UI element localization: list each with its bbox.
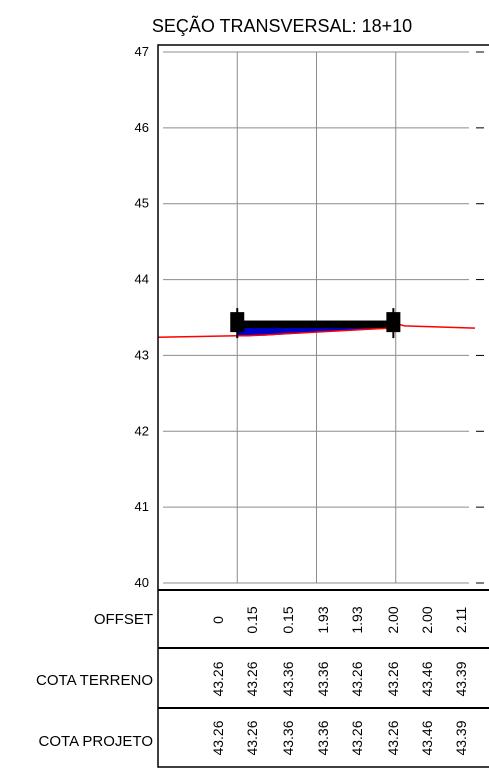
row-label-offset: OFFSET: [94, 611, 153, 628]
cota-terreno-cell: 43.36: [280, 661, 296, 696]
cota-projeto-cell: 43.39: [453, 720, 469, 755]
y-tick-label: 47: [135, 44, 149, 59]
offset-cell: 1.93: [315, 606, 331, 633]
y-tick-label: 40: [135, 575, 149, 590]
section-marks: [157, 308, 476, 339]
cota-terreno-row: 43.26 43.26 43.36 43.36 43.26 43.26 43.4…: [210, 661, 469, 696]
y-tick-label: 46: [135, 120, 149, 135]
offset-cell: 2.11: [453, 607, 469, 633]
cota-projeto-cell: 43.36: [315, 720, 331, 755]
offset-cell: 0.15: [280, 606, 296, 633]
data-table: OFFSET COTA TERRENO COTA PROJETO 0 0.15 …: [36, 589, 489, 756]
cota-projeto-cell: 43.46: [419, 720, 435, 755]
offset-cell: 1.93: [349, 606, 365, 633]
row-label-cota-projeto: COTA PROJETO: [39, 733, 153, 750]
y-tick-label: 45: [135, 196, 149, 211]
offset-cell: 2.00: [385, 606, 401, 633]
y-tick-label: 42: [135, 423, 149, 438]
y-tick-label: 44: [135, 272, 149, 287]
cota-terreno-cell: 43.36: [315, 661, 331, 696]
cota-projeto-cell: 43.26: [244, 720, 260, 755]
grid-lines: [163, 51, 484, 584]
cota-projeto-cell: 43.26: [210, 720, 226, 755]
section-title: SEÇÃO TRANSVERSAL: 18+10: [152, 15, 412, 36]
cota-projeto-cell: 43.26: [385, 720, 401, 755]
y-tick-label: 41: [135, 499, 149, 514]
offset-row: 0 0.15 0.15 1.93 1.93 2.00 2.00 2.11: [210, 606, 469, 633]
cota-terreno-cell: 43.26: [210, 661, 226, 696]
cota-terreno-cell: 43.26: [385, 661, 401, 696]
plot-frame: [157, 44, 489, 768]
offset-cell: 0.15: [244, 606, 260, 633]
cota-terreno-cell: 43.26: [349, 661, 365, 696]
offset-cell: 0: [210, 616, 226, 624]
cota-projeto-cell: 43.26: [349, 720, 365, 755]
cota-terreno-cell: 43.26: [244, 661, 260, 696]
pavement-band: [237, 320, 394, 329]
row-label-cota-terreno: COTA TERRENO: [36, 672, 153, 689]
cota-projeto-cell: 43.36: [280, 720, 296, 755]
y-axis: 47 46 45 44 43 42 41 40: [135, 44, 149, 590]
y-tick-label: 43: [135, 347, 149, 362]
offset-cell: 2.00: [419, 606, 435, 633]
cota-terreno-cell: 43.46: [419, 661, 435, 696]
cota-projeto-row: 43.26 43.26 43.36 43.36 43.26 43.26 43.4…: [210, 720, 469, 755]
cota-terreno-cell: 43.39: [453, 661, 469, 696]
